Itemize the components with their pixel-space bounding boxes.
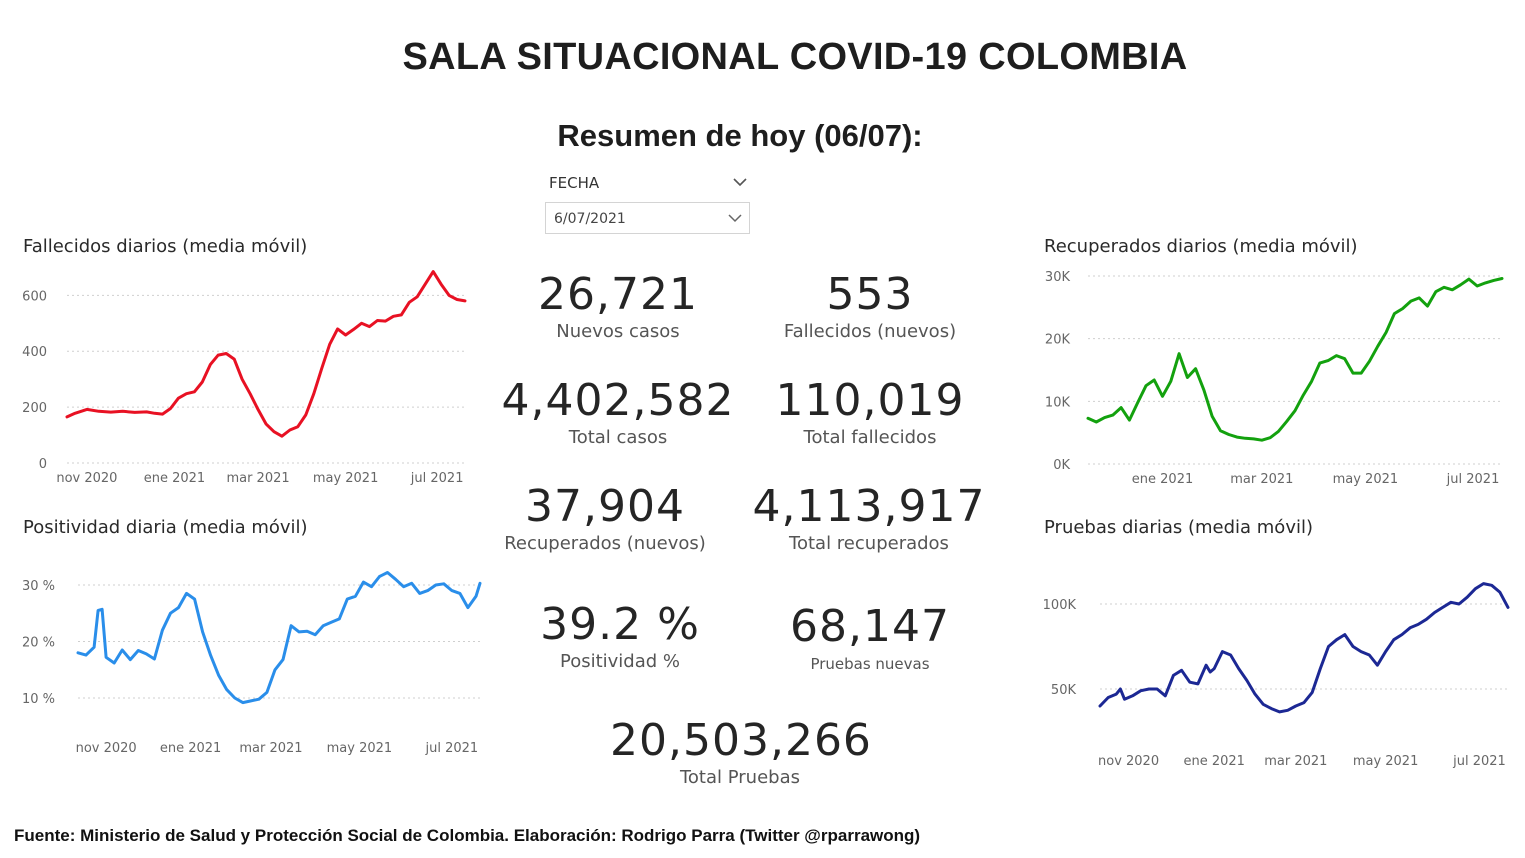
chart-recuperados: 0K 10K 20K 30K ene 2021 mar 2021 may 2021 jul 2… <box>1045 270 1504 487</box>
kpi-pruebas-nuevas: 68,147 Pruebas nuevas <box>760 602 980 676</box>
kpi-value: 110,019 <box>775 375 965 426</box>
kpi-value: 68,147 <box>790 601 950 652</box>
y-tick-label: 50K <box>1051 683 1077 698</box>
kpi-value: 4,113,917 <box>752 481 986 532</box>
x-tick-label: jul 2021 <box>410 471 464 486</box>
kpi-total-pruebas: 20,503,266 Total Pruebas <box>610 715 872 790</box>
kpi-label: Fallecidos (nuevos) <box>783 321 957 342</box>
date-slicer-value: 6/07/2021 <box>554 211 626 227</box>
kpi-label: Total fallecidos <box>803 427 937 448</box>
series-line-positividad <box>76 571 482 705</box>
y-tick-label: 20K <box>1045 333 1071 348</box>
kpi-label: Nuevos casos <box>556 321 680 342</box>
x-tick-label: mar 2021 <box>226 471 289 486</box>
x-tick-label: nov 2020 <box>76 741 137 756</box>
y-tick-label: 30K <box>1045 270 1071 285</box>
chart-title-recuperados: Recuperados diarios (media móvil) <box>1044 236 1358 257</box>
x-tick-label: ene 2021 <box>1132 472 1193 487</box>
kpi-total-recuperados: 4,113,917 Total recuperados <box>749 482 989 556</box>
series-line-recuperados <box>1086 277 1504 442</box>
chevron-down-icon[interactable] <box>732 176 748 188</box>
kpi-value: 26,721 <box>538 269 698 320</box>
x-tick-label: may 2021 <box>327 741 393 756</box>
y-tick-label: 30 % <box>22 579 55 594</box>
chart-positividad: 10 % 20 % 30 % nov 2020 ene 2021 mar 2021 may … <box>22 571 482 756</box>
kpi-label: Total recuperados <box>789 533 949 554</box>
chevron-down-icon <box>728 214 742 223</box>
chart-title-pruebas: Pruebas diarias (media móvil) <box>1044 517 1313 538</box>
kpi-label: Positividad % <box>559 651 681 672</box>
kpi-label: Total Pruebas <box>679 767 800 788</box>
x-tick-label: may 2021 <box>1333 472 1399 487</box>
y-tick-label: 10K <box>1045 395 1071 410</box>
kpi-fallecidos-nuevos: 553 Fallecidos (nuevos) <box>760 270 980 344</box>
x-tick-label: mar 2021 <box>1264 754 1327 769</box>
x-tick-label: nov 2020 <box>1098 754 1159 769</box>
kpi-total-casos: 4,402,582 Total casos <box>498 376 738 450</box>
x-tick-label: mar 2021 <box>1230 472 1293 487</box>
x-tick-label: mar 2021 <box>239 741 302 756</box>
y-tick-label: 0K <box>1053 458 1070 473</box>
kpi-value: 37,904 <box>525 481 685 532</box>
chart-title-fallecidos: Fallecidos diarios (media móvil) <box>23 236 308 257</box>
x-tick-label: jul 2021 <box>425 741 479 756</box>
kpi-total-fallecidos: 110,019 Total fallecidos <box>750 376 990 450</box>
kpi-nuevos-casos: 26,721 Nuevos casos <box>508 270 728 344</box>
dashboard-title: SALA SITUACIONAL COVID-19 COLOMBIA <box>402 36 1188 78</box>
summary-heading: Resumen de hoy (06/07): <box>557 118 923 153</box>
kpi-recuperados-nuevos: 37,904 Recuperados (nuevos) <box>490 482 720 556</box>
kpi-label: Recuperados (nuevos) <box>504 533 706 554</box>
x-tick-label: ene 2021 <box>160 741 221 756</box>
y-tick-label: 200 <box>22 401 47 416</box>
kpi-positividad: 39.2 % Positividad % <box>510 600 730 674</box>
kpi-value: 20,503,266 <box>610 715 872 766</box>
x-tick-label: may 2021 <box>1353 754 1419 769</box>
x-tick-label: may 2021 <box>313 471 379 486</box>
y-tick-label: 0 <box>39 457 47 472</box>
x-tick-label: nov 2020 <box>56 471 117 486</box>
y-tick-label: 100K <box>1043 598 1077 613</box>
chart-title-positividad: Positividad diaria (media móvil) <box>23 517 308 538</box>
x-tick-label: jul 2021 <box>1452 754 1506 769</box>
source-footer: Fuente: Ministerio de Salud y Protección… <box>14 826 921 845</box>
y-tick-label: 20 % <box>22 636 55 651</box>
chart-pruebas: 50K 100K nov 2020 ene 2021 mar 2021 may 2021 j… <box>1043 582 1510 769</box>
x-tick-label: ene 2021 <box>1184 754 1245 769</box>
kpi-value: 553 <box>826 269 914 320</box>
x-tick-label: jul 2021 <box>1446 472 1500 487</box>
kpi-value: 4,402,582 <box>501 375 735 426</box>
y-tick-label: 10 % <box>22 692 55 707</box>
series-line-fallecidos <box>65 270 467 438</box>
date-slicer-dropdown[interactable]: 6/07/2021 <box>545 202 750 234</box>
kpi-label: Pruebas nuevas <box>810 655 930 673</box>
date-slicer-label: FECHA <box>549 174 600 192</box>
x-tick-label: ene 2021 <box>144 471 205 486</box>
chart-fallecidos: 0 200 400 600 nov 2020 ene 2021 mar 2021 may 20… <box>22 270 467 486</box>
y-tick-label: 400 <box>22 345 47 360</box>
kpi-label: Total casos <box>568 427 668 448</box>
series-line-pruebas <box>1098 582 1510 714</box>
kpi-value: 39.2 % <box>540 599 700 650</box>
y-tick-label: 600 <box>22 289 47 304</box>
